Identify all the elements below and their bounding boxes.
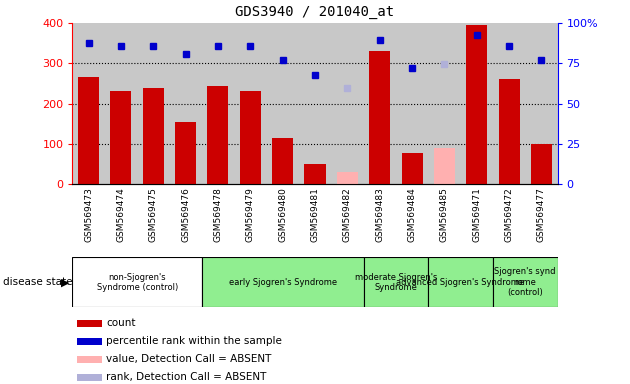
Bar: [240, 91, 261, 184]
Bar: [428, 257, 493, 307]
Bar: [369, 51, 390, 184]
Bar: [364, 257, 428, 307]
Text: rank, Detection Call = ABSENT: rank, Detection Call = ABSENT: [106, 372, 266, 382]
Bar: [531, 144, 552, 184]
Bar: [272, 138, 293, 184]
Bar: [72, 257, 202, 307]
Bar: [143, 88, 164, 184]
Title: GDS3940 / 201040_at: GDS3940 / 201040_at: [236, 5, 394, 19]
Bar: [77, 338, 101, 344]
Bar: [207, 86, 229, 184]
Bar: [337, 172, 358, 184]
Bar: [498, 79, 520, 184]
Text: count: count: [106, 318, 136, 328]
Bar: [304, 164, 326, 184]
Text: Sjogren's synd
rome
(control): Sjogren's synd rome (control): [495, 267, 556, 297]
Bar: [110, 91, 132, 184]
Text: moderate Sjogren's
Syndrome: moderate Sjogren's Syndrome: [355, 273, 437, 292]
Bar: [434, 148, 455, 184]
Bar: [175, 122, 196, 184]
Bar: [401, 153, 423, 184]
Text: advanced Sjogren's Syndrome: advanced Sjogren's Syndrome: [396, 278, 525, 287]
Bar: [493, 257, 558, 307]
Text: percentile rank within the sample: percentile rank within the sample: [106, 336, 282, 346]
Text: early Sjogren's Syndrome: early Sjogren's Syndrome: [229, 278, 336, 287]
Text: non-Sjogren's
Syndrome (control): non-Sjogren's Syndrome (control): [96, 273, 178, 292]
Bar: [77, 320, 101, 327]
Text: ▶: ▶: [61, 277, 69, 287]
Bar: [77, 356, 101, 362]
Text: disease state: disease state: [3, 277, 72, 287]
Bar: [202, 257, 364, 307]
Text: value, Detection Call = ABSENT: value, Detection Call = ABSENT: [106, 354, 272, 364]
Bar: [77, 374, 101, 381]
Bar: [466, 25, 487, 184]
Bar: [78, 78, 99, 184]
